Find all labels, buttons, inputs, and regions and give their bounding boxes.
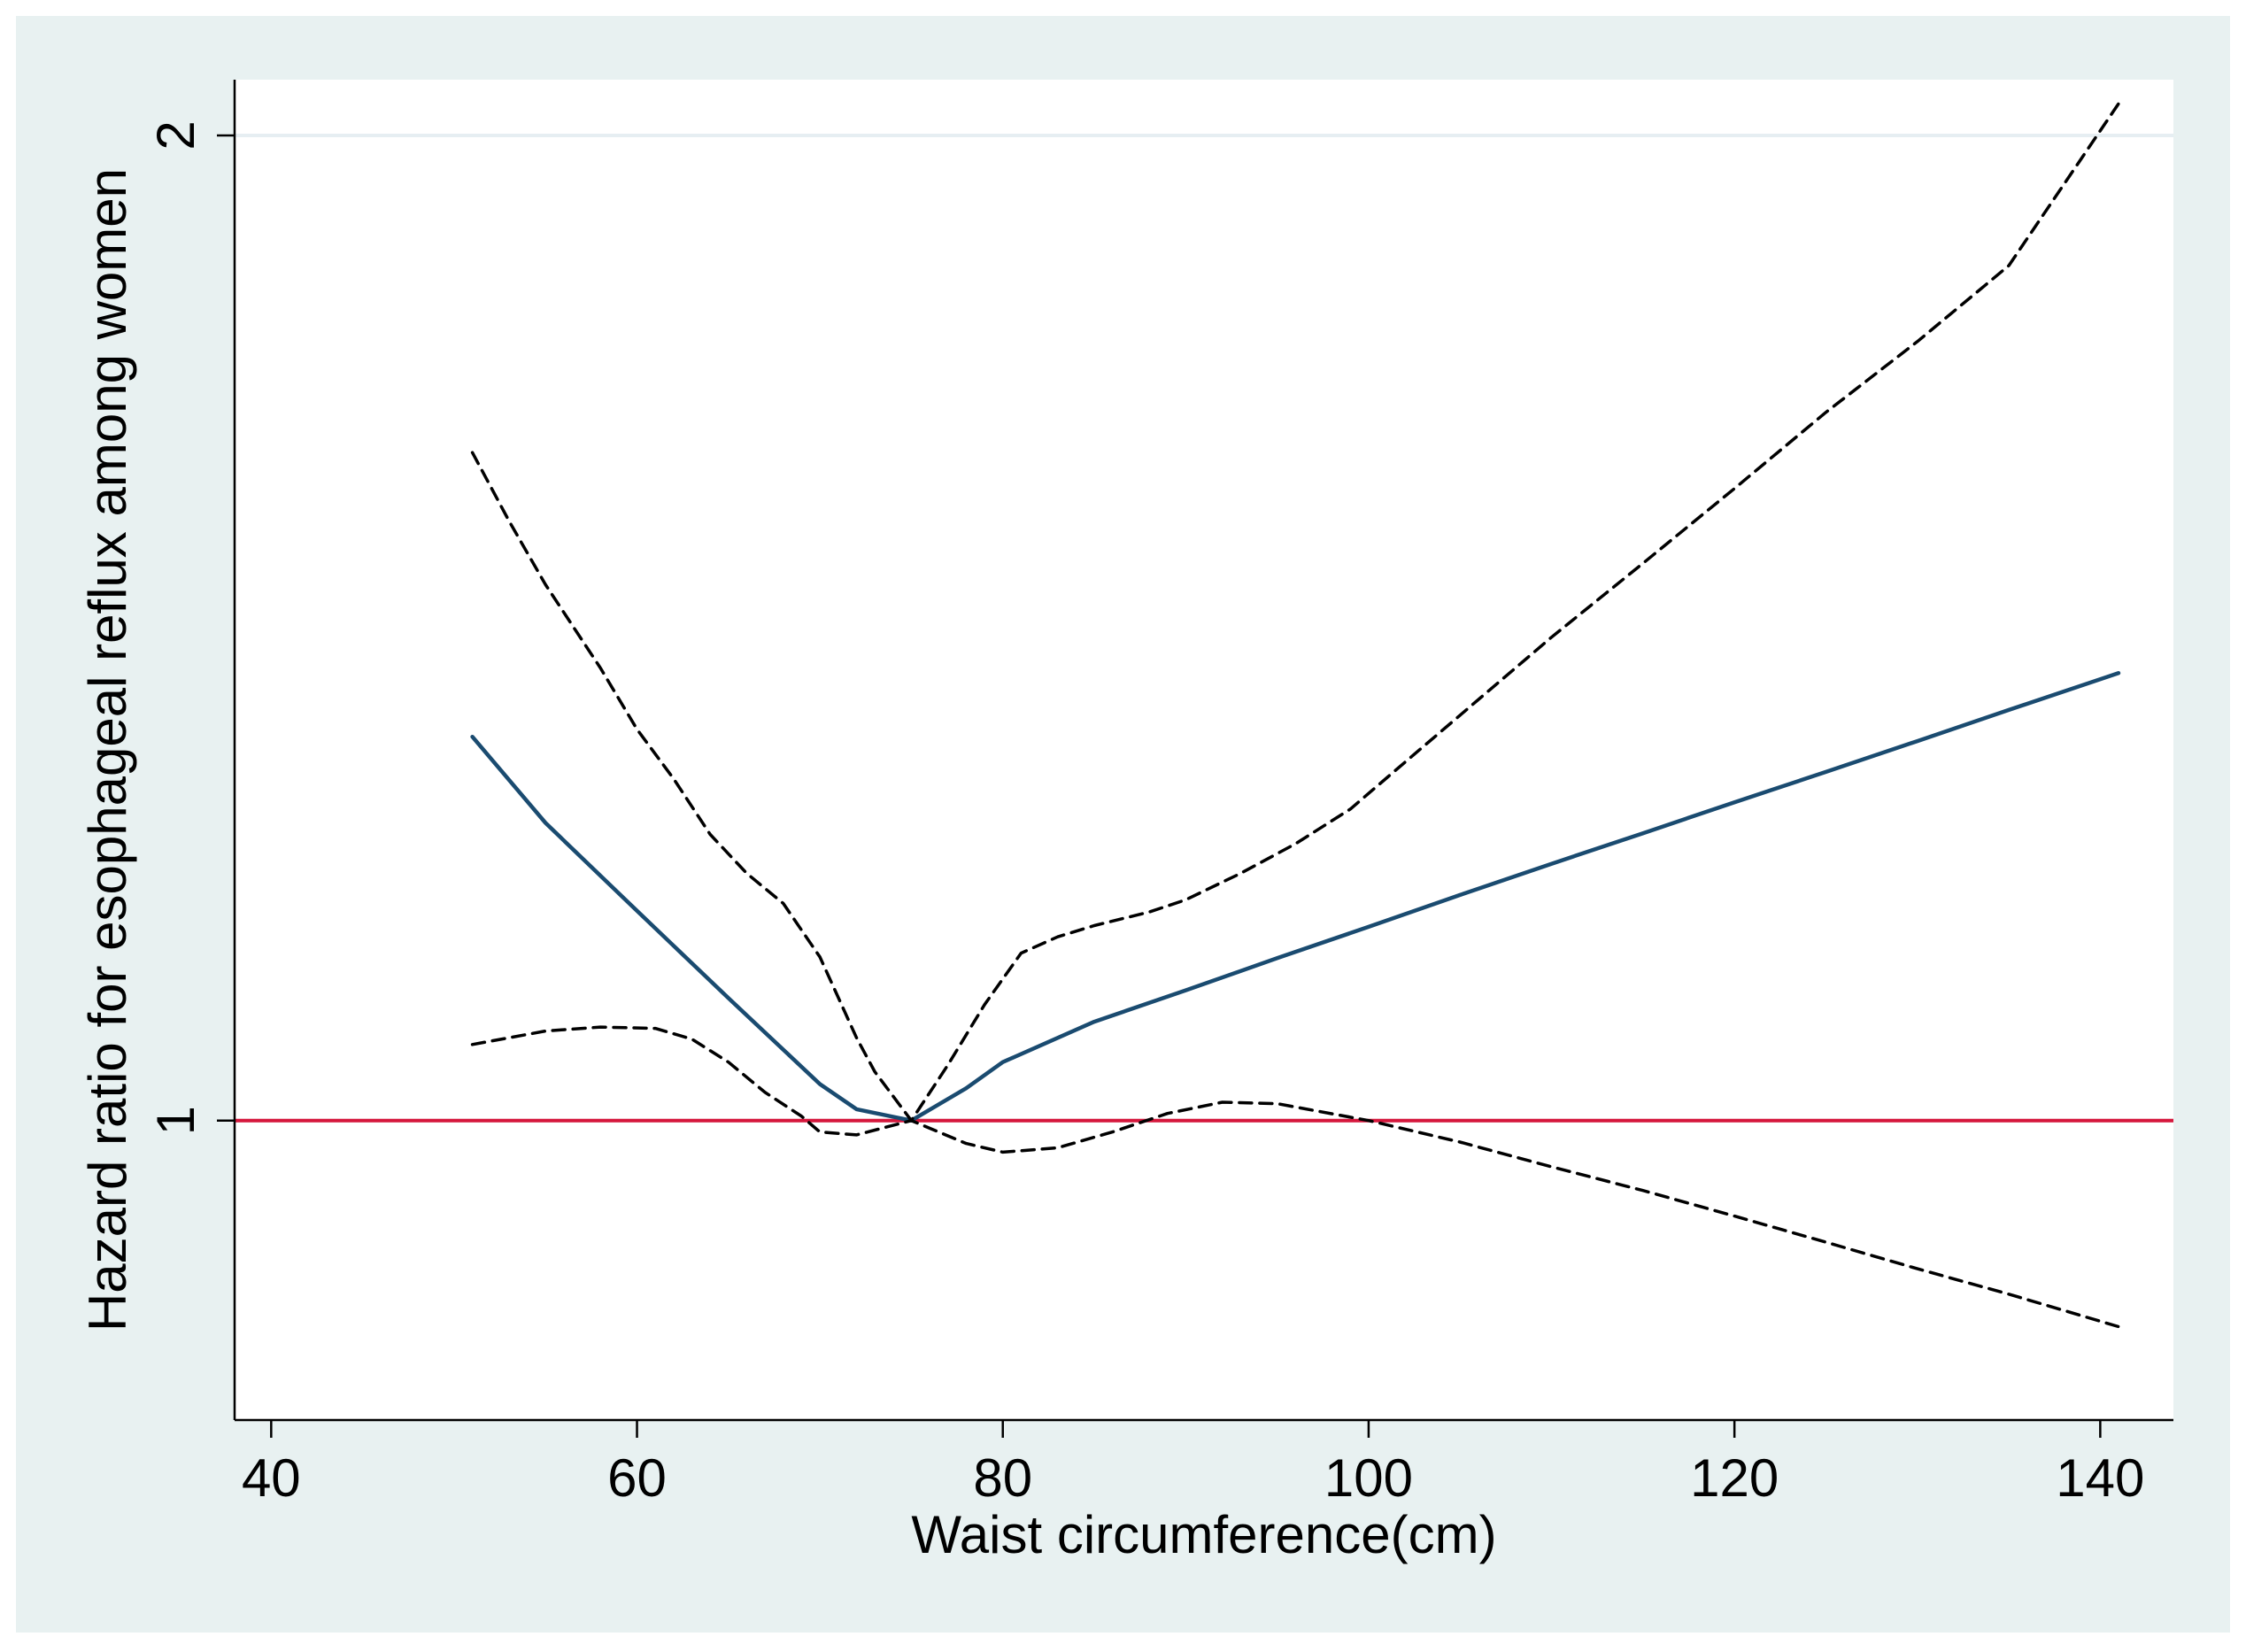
y-axis-ticks: 12 (146, 120, 235, 1135)
y-tick-label: 2 (146, 120, 205, 150)
lower-ci-line (470, 1025, 2120, 1329)
x-tick-label: 120 (1690, 1448, 1779, 1508)
x-tick-label: 100 (1324, 1448, 1413, 1508)
x-tick-label: 60 (607, 1448, 667, 1508)
hazard-ratio-line (470, 671, 2121, 1123)
x-axis-ticks: 40 60 80 100 120 140 (242, 1420, 2144, 1508)
y-axis-title: Hazard ratio for esophageal reflux among… (78, 168, 137, 1332)
x-tick-label: 80 (973, 1448, 1032, 1508)
plot-area (235, 80, 2173, 1420)
x-tick-label: 40 (242, 1448, 301, 1508)
y-tick-label: 1 (146, 1106, 205, 1135)
x-axis-title: Waist circumference(cm) (911, 1505, 1496, 1564)
upper-ci-line (470, 102, 2120, 1123)
x-tick-label: 140 (2056, 1448, 2144, 1508)
series-layer (470, 102, 2121, 1329)
